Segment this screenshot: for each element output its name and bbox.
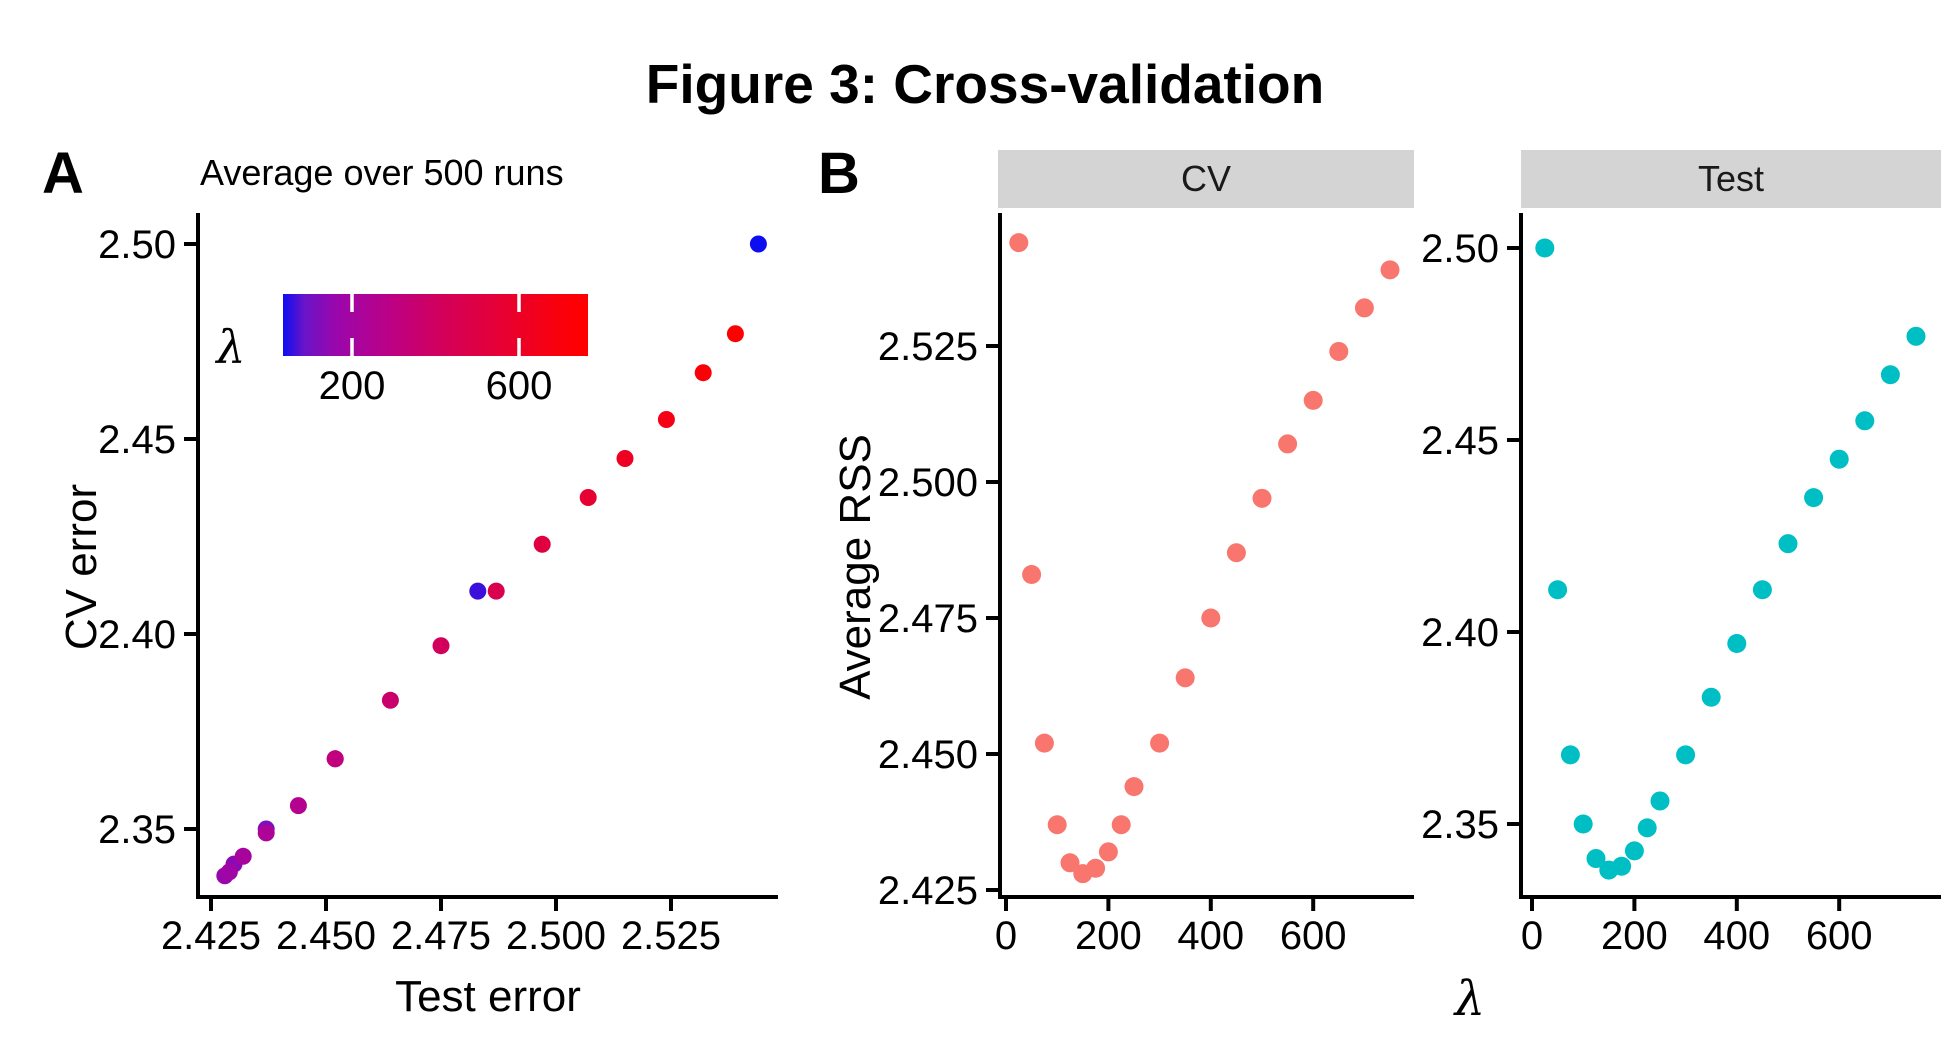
data-point	[1637, 818, 1657, 838]
lambda-colorbar	[283, 294, 588, 356]
facet-strip-test-label: Test	[1697, 158, 1765, 199]
data-point	[469, 582, 487, 600]
x-tick-label: 0	[995, 914, 1017, 958]
data-point	[1535, 238, 1555, 258]
y-tick-label: 2.425	[878, 869, 978, 913]
facet-strip-test: Test	[1521, 150, 1941, 208]
x-tick-label: 2.475	[391, 914, 491, 958]
data-point	[1560, 745, 1580, 765]
data-point	[1612, 856, 1632, 876]
x-tick-label: 2.450	[276, 914, 376, 958]
data-point	[1573, 814, 1593, 834]
data-point	[1124, 777, 1144, 797]
facet-strip-cv-label: CV	[1180, 158, 1231, 199]
data-point	[1047, 815, 1067, 835]
data-point	[326, 750, 344, 768]
x-tick-label: 200	[1075, 914, 1142, 958]
data-point	[257, 824, 275, 842]
data-point	[1586, 849, 1606, 869]
axis-title-lambda: λ	[1454, 971, 1486, 1027]
data-point	[1354, 298, 1374, 318]
figure-title: Figure 3: Cross-validation	[645, 53, 1325, 115]
y-tick-label: 2.35	[98, 808, 176, 852]
data-point	[1829, 449, 1849, 469]
x-tick-label: 2.525	[621, 914, 721, 958]
data-point	[1098, 842, 1118, 862]
data-point	[1329, 341, 1349, 361]
data-point	[234, 847, 252, 865]
data-point	[487, 582, 505, 600]
x-tick-label: 600	[1280, 914, 1347, 958]
y-tick-label: 2.35	[1421, 803, 1499, 847]
data-point	[1855, 411, 1875, 431]
x-tick-label: 400	[1703, 914, 1770, 958]
panel-b-label: B	[818, 141, 860, 206]
data-point	[657, 411, 675, 428]
axis-title-test-error: Test error	[395, 972, 581, 1021]
x-tick-label: 2.500	[506, 914, 606, 958]
data-point	[694, 364, 712, 382]
data-point	[1906, 326, 1926, 346]
data-point	[1624, 841, 1644, 861]
y-tick-label: 2.50	[98, 223, 176, 267]
data-point	[1778, 534, 1798, 554]
data-point	[381, 691, 399, 709]
data-point	[1060, 853, 1080, 873]
data-point	[1175, 668, 1195, 688]
data-point	[1150, 733, 1170, 753]
y-tick-label: 2.50	[1421, 227, 1499, 271]
data-point	[1650, 791, 1670, 811]
legend-title-lambda: λ	[216, 320, 246, 374]
y-tick-label: 2.40	[1421, 611, 1499, 655]
y-tick-label: 2.475	[878, 597, 978, 641]
data-point	[749, 235, 767, 253]
data-point	[1201, 608, 1221, 628]
data-point	[1034, 733, 1054, 753]
data-point	[1676, 745, 1696, 765]
data-point	[289, 797, 307, 815]
colorbar-tick-label: 600	[486, 364, 553, 408]
x-tick-label: 0	[1521, 914, 1543, 958]
data-point	[1727, 634, 1747, 654]
data-point	[1548, 580, 1568, 600]
data-point	[1380, 260, 1400, 280]
panel-a-label: A	[42, 141, 84, 206]
axis-title-cv-error: CV error	[57, 483, 106, 651]
x-tick-label: 600	[1806, 914, 1873, 958]
data-point	[432, 637, 450, 655]
y-tick-label: 2.500	[878, 461, 978, 505]
data-point	[1303, 390, 1323, 410]
x-tick-label: 200	[1601, 914, 1668, 958]
y-tick-label: 2.450	[878, 733, 978, 777]
y-tick-label: 2.45	[1421, 419, 1499, 463]
data-point	[616, 450, 634, 467]
facet-strip-cv: CV	[998, 150, 1414, 208]
data-point	[1804, 488, 1824, 508]
y-tick-label: 2.45	[98, 418, 176, 462]
data-point	[1752, 580, 1772, 600]
y-tick-label: 2.40	[98, 613, 176, 657]
x-tick-label: 2.425	[161, 914, 261, 958]
data-point	[1278, 434, 1298, 454]
data-point	[1022, 564, 1042, 584]
data-point	[1701, 687, 1721, 707]
data-point	[1111, 815, 1131, 835]
data-point	[1880, 365, 1900, 385]
data-point	[1226, 543, 1246, 563]
axis-title-average-rss: Average RSS	[831, 434, 880, 700]
data-point	[1086, 858, 1106, 878]
panel-a-subtitle: Average over 500 runs	[200, 152, 564, 193]
colorbar-tick-label: 200	[319, 364, 386, 408]
data-point	[1009, 233, 1029, 253]
data-point	[579, 489, 597, 506]
data-point	[1252, 488, 1272, 508]
data-point	[220, 863, 238, 881]
x-tick-label: 400	[1177, 914, 1244, 958]
data-point	[726, 325, 744, 343]
data-point	[533, 535, 551, 553]
y-tick-label: 2.525	[878, 325, 978, 369]
